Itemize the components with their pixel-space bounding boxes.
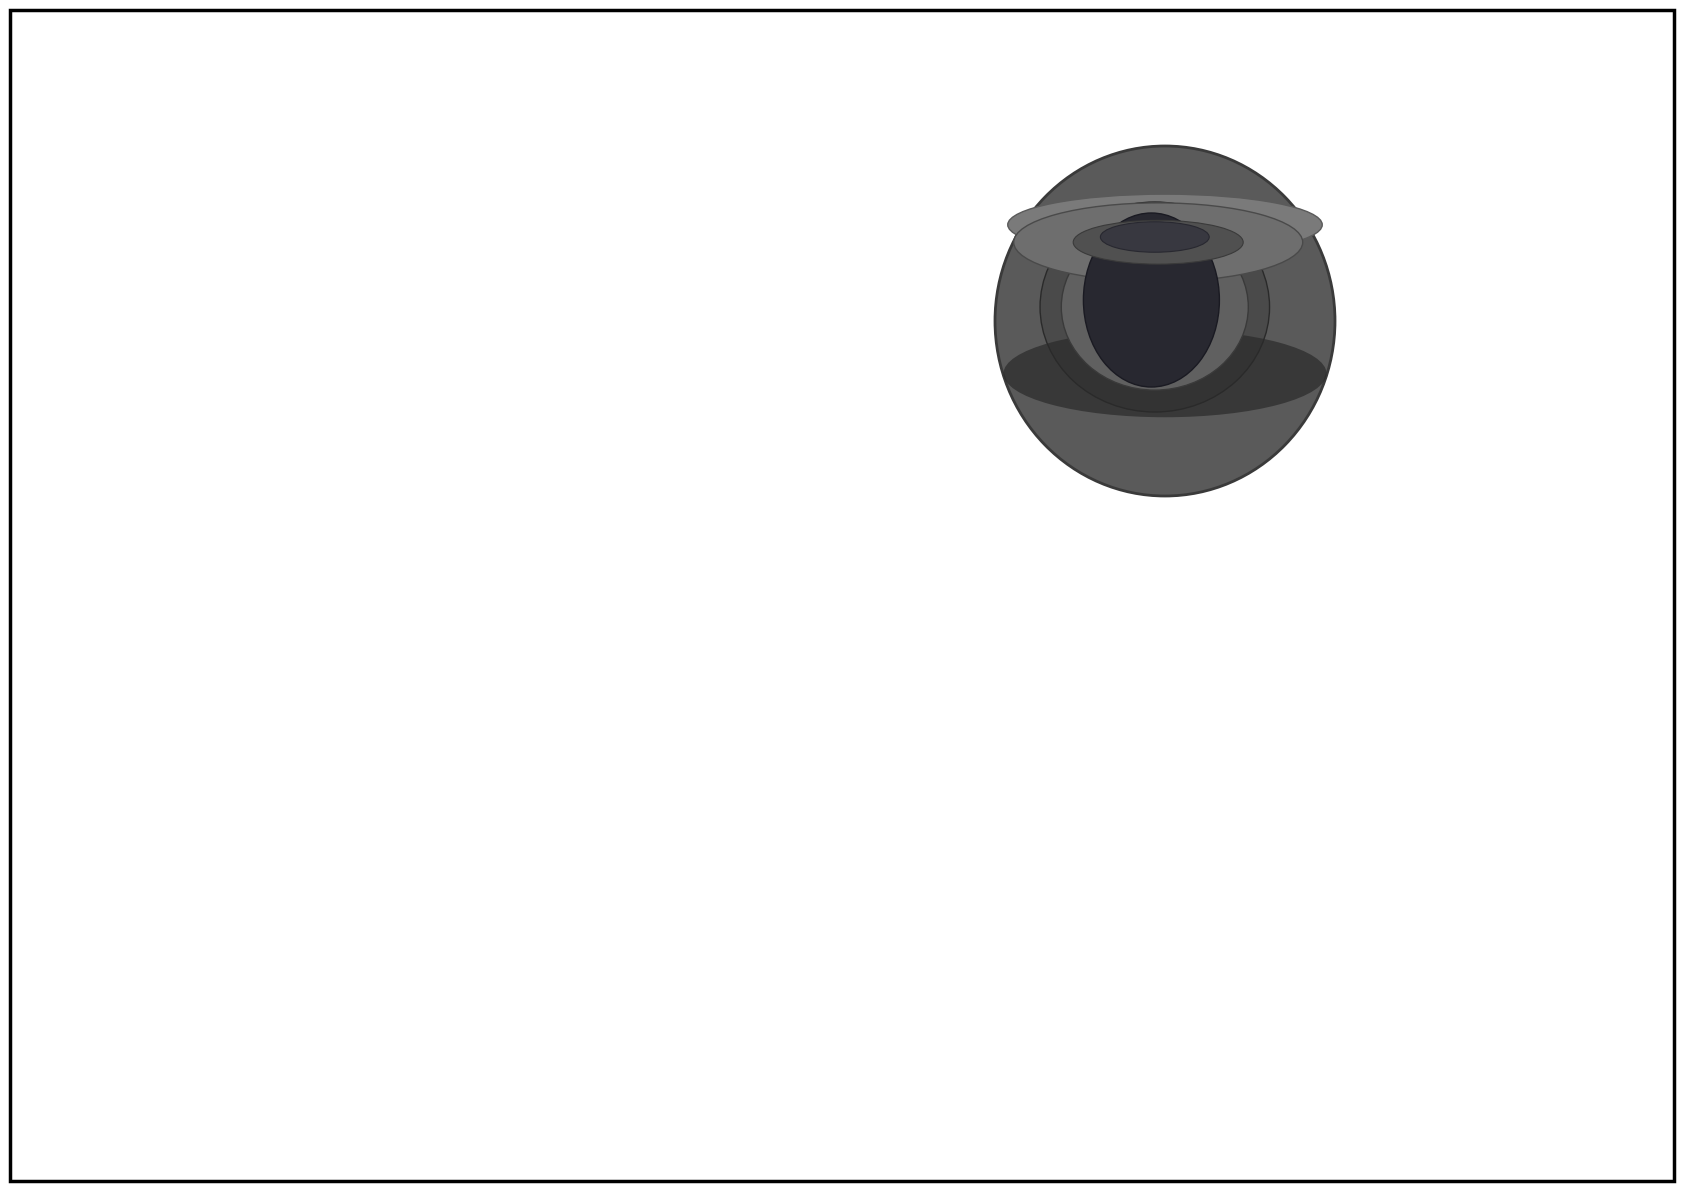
- Bar: [552, 809, 556, 813]
- Ellipse shape: [995, 146, 1335, 495]
- Ellipse shape: [1041, 202, 1270, 412]
- Ellipse shape: [1073, 220, 1243, 264]
- Text: Chamfer Dimension: Chamfer Dimension: [1005, 413, 1157, 429]
- Polygon shape: [377, 519, 419, 573]
- Polygon shape: [377, 659, 419, 713]
- Text: Raceway Dia Of Inner Ring: Raceway Dia Of Inner Ring: [1005, 638, 1209, 654]
- Text: R₁: R₁: [529, 562, 542, 574]
- Bar: [546, 813, 632, 831]
- Text: mm: mm: [950, 593, 980, 609]
- Text: Shoulder Dia Of Inner Ring: Shoulder Dia Of Inner Ring: [1005, 593, 1209, 609]
- Bar: [556, 809, 621, 827]
- Text: Email: lilybearing@lily-bearing.com: Email: lilybearing@lily-bearing.com: [1260, 1040, 1531, 1055]
- Text: F: F: [689, 619, 699, 637]
- Text: d1: d1: [707, 619, 729, 637]
- Text: min 1.5: min 1.5: [861, 459, 918, 474]
- Text: Ø110mm: Ø110mm: [163, 326, 241, 344]
- Polygon shape: [328, 467, 382, 516]
- Ellipse shape: [1007, 194, 1322, 255]
- Text: F:: F:: [754, 638, 768, 654]
- Polygon shape: [266, 754, 318, 787]
- Text: NUP 2212 ECM Cylindrical Roller Bearings: NUP 2212 ECM Cylindrical Roller Bearings: [1184, 1111, 1607, 1129]
- Polygon shape: [91, 659, 133, 713]
- Polygon shape: [91, 519, 133, 573]
- Text: Part
Number: Part Number: [983, 1100, 1051, 1140]
- Text: LILY BEARING: LILY BEARING: [547, 847, 632, 860]
- Text: ≈77.5: ≈77.5: [861, 593, 906, 609]
- Bar: [552, 444, 556, 448]
- Polygon shape: [128, 467, 182, 516]
- Ellipse shape: [1061, 224, 1248, 391]
- Circle shape: [56, 416, 455, 816]
- Polygon shape: [192, 444, 244, 479]
- Bar: [623, 444, 626, 448]
- Ellipse shape: [1100, 222, 1209, 252]
- Bar: [918, 974, 1674, 1161]
- Text: ®: ®: [1059, 1000, 1074, 1016]
- Bar: [556, 430, 621, 448]
- Polygon shape: [328, 716, 382, 765]
- Text: -0.15: -0.15: [583, 356, 611, 366]
- Polygon shape: [83, 590, 109, 642]
- Text: mm: mm: [950, 549, 980, 563]
- Text: mm: mm: [950, 413, 980, 429]
- Bar: [623, 809, 626, 813]
- Text: -0.015: -0.015: [246, 884, 281, 894]
- Text: R₄: R₄: [637, 574, 650, 587]
- Text: Of Loose Flange Ring: Of Loose Flange Ring: [1005, 504, 1167, 518]
- Text: Ø60mm: Ø60mm: [179, 877, 244, 894]
- Text: 28mm: 28mm: [527, 347, 581, 364]
- Text: 0: 0: [583, 342, 589, 353]
- Text: Chamfer Dimension: Chamfer Dimension: [1005, 459, 1157, 474]
- Text: R₃,₄:: R₃,₄:: [754, 459, 788, 474]
- Text: ≈95.1: ≈95.1: [861, 549, 906, 563]
- Text: 0: 0: [246, 873, 253, 883]
- Text: -0.015: -0.015: [241, 336, 276, 347]
- Polygon shape: [401, 590, 428, 642]
- Text: R₁: R₁: [637, 410, 650, 423]
- Text: mm: mm: [950, 638, 980, 654]
- Text: Shoulder Dia Of Outer Ring: Shoulder Dia Of Outer Ring: [1005, 549, 1212, 563]
- Text: d1:: d1:: [754, 593, 780, 609]
- Ellipse shape: [1014, 202, 1303, 281]
- Polygon shape: [266, 444, 318, 479]
- Polygon shape: [192, 754, 244, 787]
- Text: 0: 0: [241, 322, 248, 331]
- Text: R₁,₂:: R₁,₂:: [754, 413, 788, 429]
- Ellipse shape: [1004, 330, 1327, 417]
- Text: 72: 72: [861, 684, 879, 698]
- Text: R₂: R₂: [554, 574, 568, 587]
- Text: LILY: LILY: [962, 1003, 1073, 1050]
- Text: R₃: R₃: [637, 562, 650, 574]
- Text: mm: mm: [950, 459, 980, 474]
- Text: D1:: D1:: [754, 549, 781, 563]
- Polygon shape: [128, 716, 182, 765]
- Ellipse shape: [1083, 213, 1219, 387]
- Text: D1: D1: [460, 619, 483, 637]
- Circle shape: [143, 504, 367, 728]
- Text: SHANGHAI LILY BEARING LIMITED: SHANGHAI LILY BEARING LIMITED: [1226, 1002, 1564, 1019]
- Bar: [546, 426, 632, 444]
- Text: min 1.5: min 1.5: [861, 413, 918, 429]
- Text: R₂: R₂: [574, 401, 588, 414]
